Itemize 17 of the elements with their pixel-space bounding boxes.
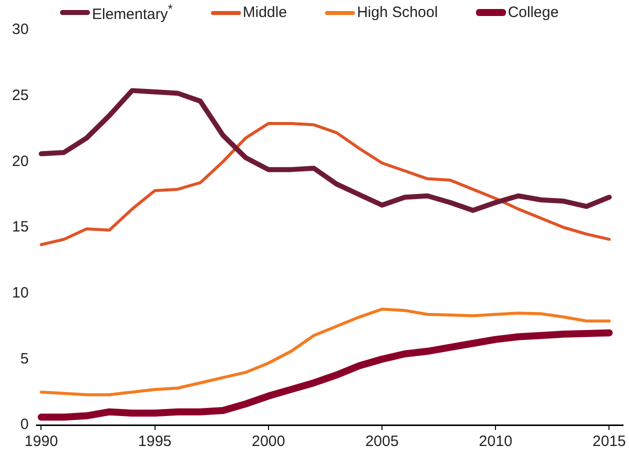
legend-label: Middle xyxy=(242,4,287,21)
legend-label: Elementary$^{*}$ xyxy=(92,2,173,23)
x-tick-label: 2000 xyxy=(252,433,286,450)
y-tick-label: 25 xyxy=(12,86,29,104)
y-tick-label: 15 xyxy=(12,218,29,236)
y-tick-label: 20 xyxy=(12,152,29,170)
y-tick-label: 10 xyxy=(12,284,29,302)
x-tick-label: 2015 xyxy=(592,433,626,450)
legend-label: High School xyxy=(356,4,438,21)
y-tick-label: 30 xyxy=(12,21,29,38)
legend-label: College xyxy=(508,4,559,21)
y-tick-label: 5 xyxy=(20,350,29,368)
x-tick-label: 2010 xyxy=(478,433,512,450)
y-tick-label: 0 xyxy=(20,416,29,434)
x-tick-label: 1990 xyxy=(24,433,58,450)
x-tick-label: 2005 xyxy=(365,433,399,450)
x-tick-label: 1995 xyxy=(138,433,172,450)
